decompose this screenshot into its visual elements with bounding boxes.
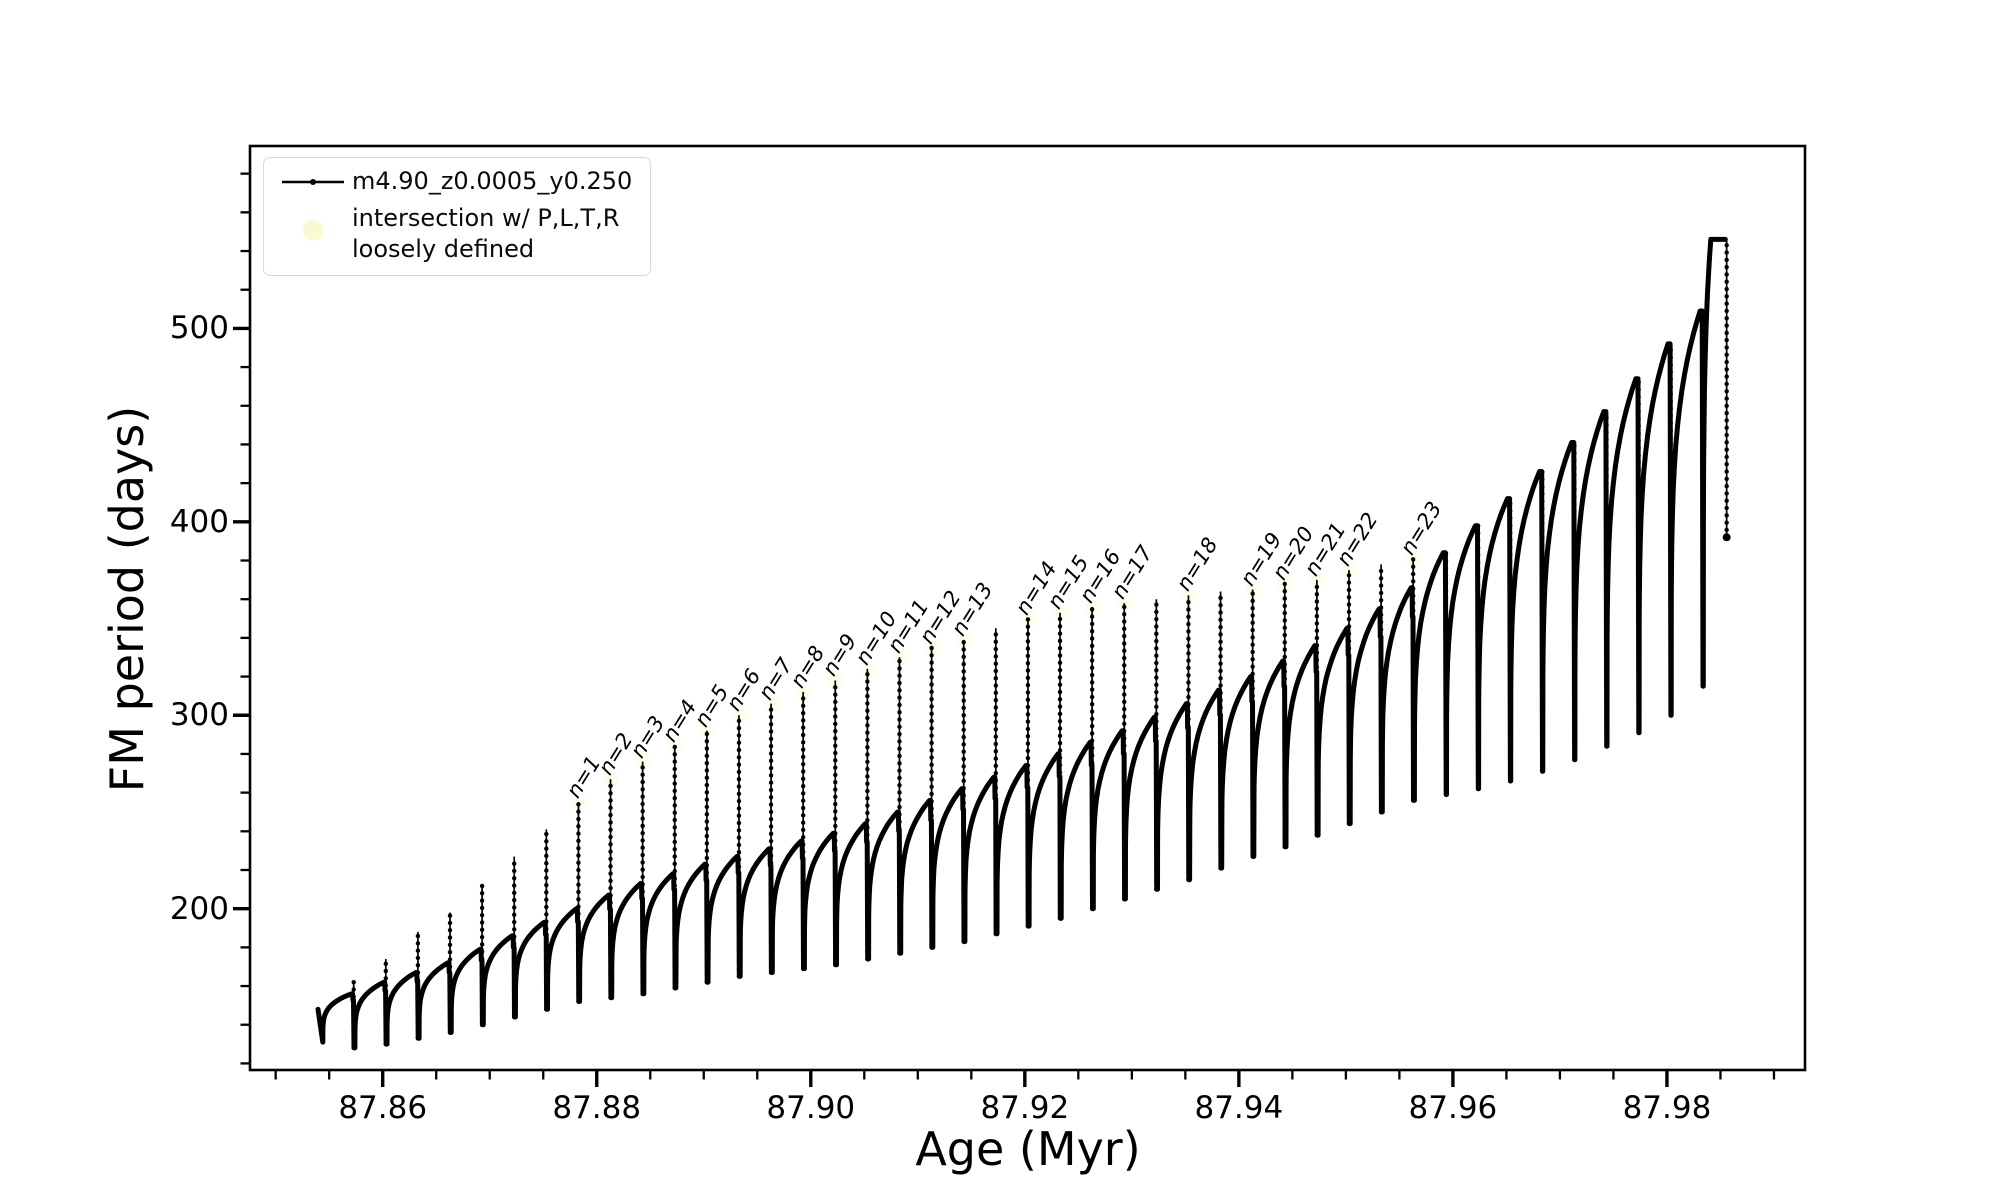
x-axis-label: Age (Myr) xyxy=(915,1122,1141,1176)
legend-intersection-label: intersection w/ P,L,T,R loosely defined xyxy=(352,203,619,265)
x-tick-label: 87.94 xyxy=(1194,1090,1284,1126)
y-tick-label: 300 xyxy=(169,697,229,734)
legend-line-marker xyxy=(274,175,352,189)
fm-period-curve xyxy=(315,236,1728,1051)
y-tick-label: 400 xyxy=(169,503,229,540)
legend-entry-intersection: intersection w/ P,L,T,R loosely defined xyxy=(274,203,640,265)
x-tick-label: 87.88 xyxy=(552,1090,642,1126)
intersection-marker-icon xyxy=(302,219,324,241)
x-tick-label: 87.86 xyxy=(338,1090,428,1126)
axes-spines xyxy=(248,144,1807,1072)
y-tick-label: 200 xyxy=(169,890,229,927)
legend-intersection-line1: intersection w/ P,L,T,R xyxy=(352,204,620,232)
x-tick-label: 87.98 xyxy=(1622,1090,1712,1126)
y-axis-label: FM period (days) xyxy=(100,405,154,793)
legend-circle-marker xyxy=(274,203,352,243)
legend-series-label: m4.90_z0.0005_y0.250 xyxy=(352,167,633,195)
y-tick-label: 500 xyxy=(169,310,229,347)
legend-intersection-line2: loosely defined xyxy=(352,235,535,263)
x-tick-label: 87.92 xyxy=(980,1090,1070,1126)
legend-entry-series: m4.90_z0.0005_y0.250 xyxy=(274,166,640,197)
legend-box: m4.90_z0.0005_y0.250 intersection w/ P,L… xyxy=(263,157,651,276)
legend-dot-icon xyxy=(310,178,316,185)
x-tick-label: 87.96 xyxy=(1408,1090,1498,1126)
curve-end-marker xyxy=(1722,533,1731,542)
x-tick-label: 87.90 xyxy=(766,1090,856,1126)
